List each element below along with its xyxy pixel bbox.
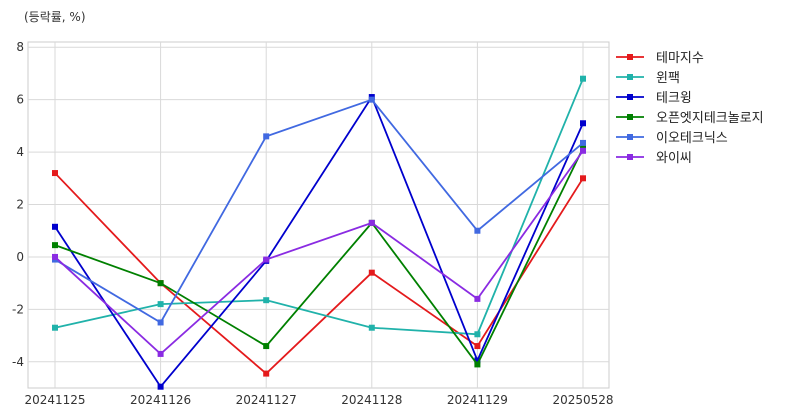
legend-label: 이오테크닉스 (656, 131, 728, 146)
data-point (263, 343, 270, 350)
series-line (54, 147, 584, 367)
series-line (54, 172, 584, 375)
data-point (52, 324, 58, 331)
data-point (263, 297, 270, 304)
data-point (52, 223, 58, 230)
y-tick-label: 4 (16, 145, 24, 159)
x-tick-label: 20250528 (552, 393, 613, 407)
data-point (474, 361, 481, 368)
legend-label: 오픈엣지테크놀로지 (656, 111, 764, 126)
data-point (474, 227, 481, 234)
series-line (54, 95, 584, 389)
legend-marker (627, 114, 633, 120)
data-point (474, 357, 481, 364)
y-tick-label: 8 (16, 40, 24, 54)
legend-label: 테크윙 (656, 90, 692, 106)
legend-marker (627, 54, 633, 60)
data-point (157, 383, 164, 390)
data-point (52, 170, 58, 177)
data-point (580, 147, 586, 154)
data-point (263, 133, 270, 140)
data-point (474, 331, 481, 338)
series-line (54, 150, 584, 356)
y-tick-label: 6 (16, 93, 24, 107)
x-tick-label: 20241125 (24, 393, 85, 407)
y-tick-label: -4 (12, 355, 24, 369)
data-point (368, 269, 375, 276)
data-point (580, 139, 586, 146)
legend-marker (627, 154, 633, 160)
legend-marker (627, 134, 633, 140)
data-point (474, 343, 481, 350)
data-point (157, 319, 164, 326)
y-tick-label: 0 (16, 250, 24, 264)
data-point (52, 253, 58, 260)
data-point (157, 350, 164, 357)
data-point (52, 242, 58, 249)
data-point (368, 219, 375, 226)
y-tick-label: -2 (12, 302, 24, 316)
x-tick-label: 20241128 (341, 393, 402, 407)
legend-marker (627, 74, 633, 80)
data-point (368, 324, 375, 331)
data-point (474, 295, 481, 302)
legend-label: 윈팩 (656, 71, 680, 86)
data-point (580, 120, 586, 127)
data-point (368, 96, 375, 103)
series-line (54, 98, 584, 324)
x-tick-label: 20241129 (447, 393, 508, 407)
x-tick-label: 20241126 (130, 393, 191, 407)
legend-label: 테마지수 (656, 51, 704, 66)
legend-marker (627, 94, 633, 100)
y-tick-label: 2 (16, 198, 24, 212)
data-point (263, 256, 270, 263)
unit-label: (등락률, %) (24, 10, 86, 24)
data-point (263, 370, 270, 377)
data-point (580, 75, 586, 82)
x-tick-label: 20241127 (236, 393, 297, 407)
data-point (580, 175, 586, 182)
data-point (157, 280, 164, 287)
data-point (157, 301, 164, 308)
plot-area (27, 41, 610, 389)
series-line (54, 78, 584, 336)
legend-label: 와이씨 (656, 151, 692, 166)
